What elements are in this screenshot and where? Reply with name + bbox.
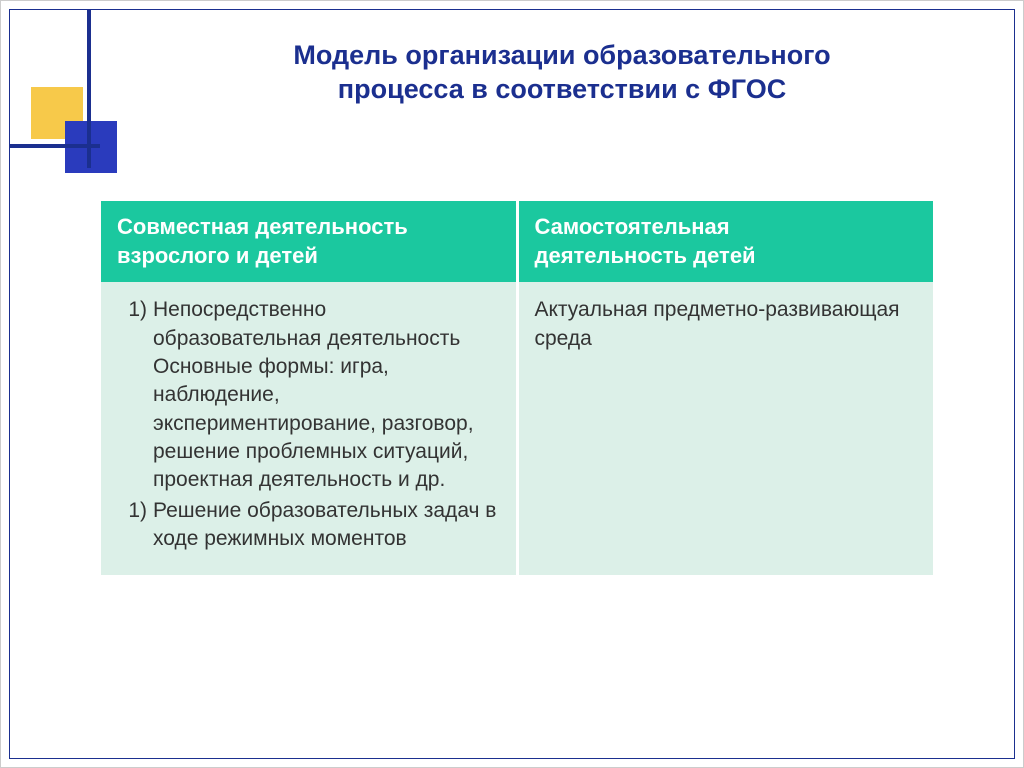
header-text: деятельность детей	[535, 243, 756, 268]
content-table-wrap: Совместная деятельность взрослого и дете…	[101, 201, 933, 575]
title-line-2: процесса в соответствии с ФГОС	[338, 74, 786, 104]
left-list: 1) Непосредственно образовательная деяте…	[117, 296, 500, 553]
list-number: 1)	[117, 296, 147, 324]
header-col-2: Самостоятельная деятельность детей	[517, 201, 933, 282]
cell-left: 1) Непосредственно образовательная деяте…	[101, 282, 517, 575]
title-line-1: Модель организации образовательного	[293, 40, 830, 70]
cell-right: Актуальная предметно-развивающая среда	[517, 282, 933, 575]
list-number: 1)	[117, 497, 147, 525]
decor-bar-vertical	[87, 10, 91, 168]
content-table: Совместная деятельность взрослого и дете…	[101, 201, 933, 575]
header-text: Совместная деятельность	[117, 214, 408, 239]
right-text: Актуальная предметно-развивающая среда	[535, 298, 900, 349]
header-text: Самостоятельная	[535, 214, 730, 239]
list-text: Непосредственно образовательная деятельн…	[153, 298, 474, 491]
table-header-row: Совместная деятельность взрослого и дете…	[101, 201, 933, 282]
slide-title: Модель организации образовательного проц…	[161, 39, 963, 107]
table-row: 1) Непосредственно образовательная деяте…	[101, 282, 933, 575]
header-col-1: Совместная деятельность взрослого и дете…	[101, 201, 517, 282]
list-text: Решение образовательных задач в ходе реж…	[153, 499, 496, 550]
header-text: взрослого и детей	[117, 243, 318, 268]
list-item: 1) Решение образовательных задач в ходе …	[117, 497, 500, 554]
list-item: 1) Непосредственно образовательная деяте…	[117, 296, 500, 494]
